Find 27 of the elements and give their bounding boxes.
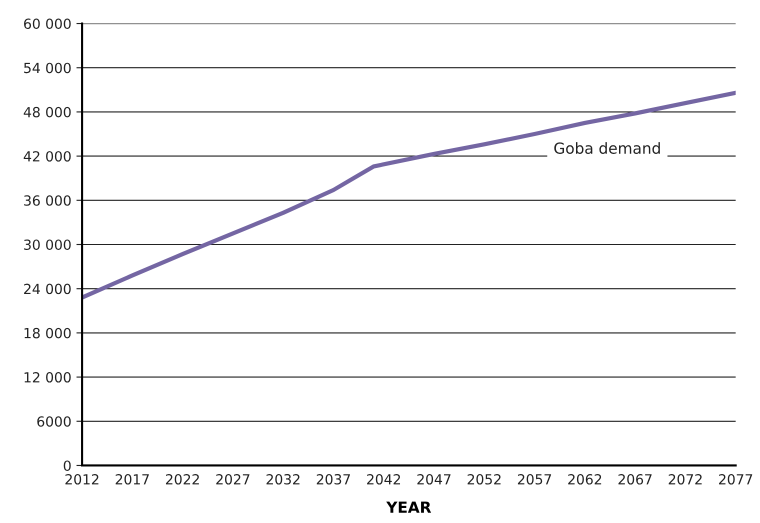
y-tick-label: 42 000 — [24, 151, 71, 162]
y-tick-label: 6000 — [37, 416, 71, 427]
x-tick-label: 2037 — [316, 474, 350, 485]
y-tick-label: 36 000 — [24, 195, 71, 206]
x-tick-label: 2012 — [65, 474, 98, 485]
y-tick-label: 24 000 — [24, 284, 71, 294]
x-tick-label: 2032 — [266, 474, 300, 485]
y-tick-label: 60 000 — [24, 18, 71, 30]
x-tick-label: 2022 — [166, 474, 199, 485]
x-tick-label: 2067 — [618, 474, 652, 485]
x-tick-label: 2057 — [518, 474, 552, 485]
x-tick-label: 2042 — [367, 474, 400, 485]
y-tick-label: 48 000 — [24, 106, 71, 118]
x-tick-label: 2017 — [116, 474, 149, 485]
y-tick-label: 54 000 — [24, 62, 71, 74]
x-tick-label: 2027 — [216, 474, 250, 485]
x-tick-label: 2072 — [668, 474, 702, 485]
x-tick-label: 2052 — [468, 474, 501, 485]
y-tick-label: 30 000 — [24, 239, 71, 250]
y-tick-label: 12 000 — [24, 372, 71, 383]
y-tick-label: 0 — [64, 460, 71, 471]
y-tick-label: 18 000 — [24, 328, 71, 338]
x-tick-label: 2077 — [719, 474, 752, 485]
series-label: Goba demand — [554, 142, 660, 154]
x-tick-label: 2062 — [568, 474, 602, 485]
x-tick-label: 2047 — [417, 474, 451, 485]
x-axis-title: YEAR — [386, 502, 432, 513]
